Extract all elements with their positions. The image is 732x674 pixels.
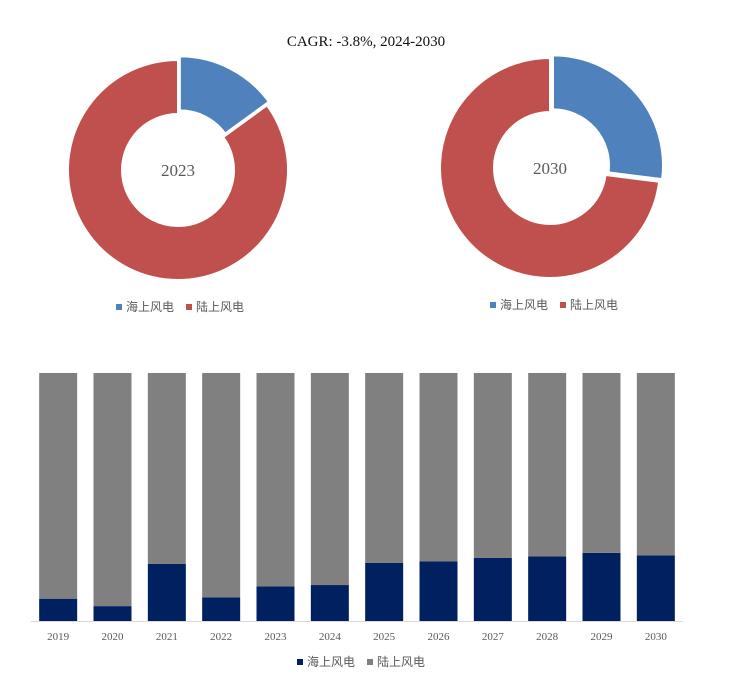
chart-title: CAGR: -3.8%, 2024-2030	[286, 34, 446, 50]
legend-swatch-onshore	[367, 658, 374, 665]
stacked-bar-chart: 2019 2020 2021 2022 2023 2024 2025 2026 2027 2028…	[31, 373, 683, 643]
legend-label-offshore: 海上风电	[126, 300, 175, 314]
legend-swatch-offshore	[297, 658, 303, 665]
legend-label-onshore: 陆上风电	[377, 655, 426, 669]
legend-label-offshore: 海上风电	[500, 298, 549, 312]
x-tick-label: 2026	[428, 631, 451, 643]
bar-offshore-2020	[93, 606, 132, 621]
donut-slice-offshore	[178, 55, 271, 135]
bar-onshore-2020	[93, 373, 132, 607]
legend-swatch-onshore	[560, 301, 567, 308]
x-tick-label: 2027	[482, 631, 505, 643]
bar-onshore-2023	[256, 373, 295, 587]
legend-label-onshore: 陆上风电	[570, 298, 619, 312]
donut-2023-legend: 海上风电 陆上风电	[116, 298, 244, 315]
legend-label-onshore: 陆上风电	[196, 300, 245, 314]
legend-item-offshore: 海上风电	[116, 298, 174, 315]
donut-slice-onshore	[439, 56, 661, 279]
x-tick-label: 2025	[373, 631, 396, 643]
legend-item-offshore: 海上风电	[490, 296, 548, 313]
legend-swatch-onshore	[186, 303, 193, 310]
legend-item-offshore: 海上风电	[297, 653, 355, 670]
bar-offshore-2029	[582, 552, 621, 621]
bar-offshore-2030	[636, 555, 675, 621]
x-tick-label: 2023	[265, 631, 288, 643]
bar-onshore-2024	[310, 373, 349, 586]
bar-offshore-2028	[528, 556, 567, 621]
donut-center-label: 2023	[161, 161, 195, 180]
x-tick-label: 2019	[47, 631, 70, 643]
bar-offshore-2027	[473, 557, 512, 621]
legend-swatch-offshore	[490, 301, 496, 308]
bar-offshore-2024	[310, 585, 349, 621]
legend-swatch-offshore	[116, 303, 122, 310]
x-tick-label: 2020	[102, 631, 125, 643]
bar-onshore-2030	[636, 373, 675, 556]
legend-item-onshore: 陆上风电	[560, 296, 618, 313]
legend-label-offshore: 海上风电	[307, 655, 356, 669]
bar-offshore-2022	[202, 597, 241, 621]
legend-item-onshore: 陆上风电	[367, 653, 425, 670]
x-tick-label: 2021	[156, 631, 178, 643]
donut-chart-2023: 2023	[67, 55, 289, 281]
x-tick-label: 2029	[591, 631, 614, 643]
donut-chart-2030: 2030	[439, 54, 664, 279]
x-tick-label: 2022	[210, 631, 232, 643]
bar-onshore-2022	[202, 373, 241, 598]
donut-slice-offshore	[552, 54, 664, 181]
x-tick-label: 2028	[536, 631, 559, 643]
x-tick-label: 2030	[645, 631, 668, 643]
bar-onshore-2021	[147, 373, 186, 564]
bar-onshore-2029	[582, 373, 621, 553]
bar-offshore-2019	[39, 598, 78, 621]
donut-slice-onshore	[67, 58, 289, 281]
x-tick-label: 2024	[319, 631, 342, 643]
bar-onshore-2027	[473, 373, 512, 558]
donut-center-label: 2030	[533, 159, 567, 178]
legend-item-onshore: 陆上风电	[186, 298, 244, 315]
bar-onshore-2019	[39, 373, 78, 599]
bar-offshore-2025	[365, 562, 404, 621]
bar-onshore-2026	[419, 373, 458, 562]
bar-offshore-2021	[147, 563, 186, 621]
donut-2030-legend: 海上风电 陆上风电	[490, 296, 618, 313]
bar-onshore-2025	[365, 373, 404, 563]
bar-offshore-2026	[419, 561, 458, 621]
bar-onshore-2028	[528, 373, 567, 557]
bar-chart-legend: 海上风电 陆上风电	[297, 653, 425, 670]
bar-offshore-2023	[256, 586, 295, 621]
